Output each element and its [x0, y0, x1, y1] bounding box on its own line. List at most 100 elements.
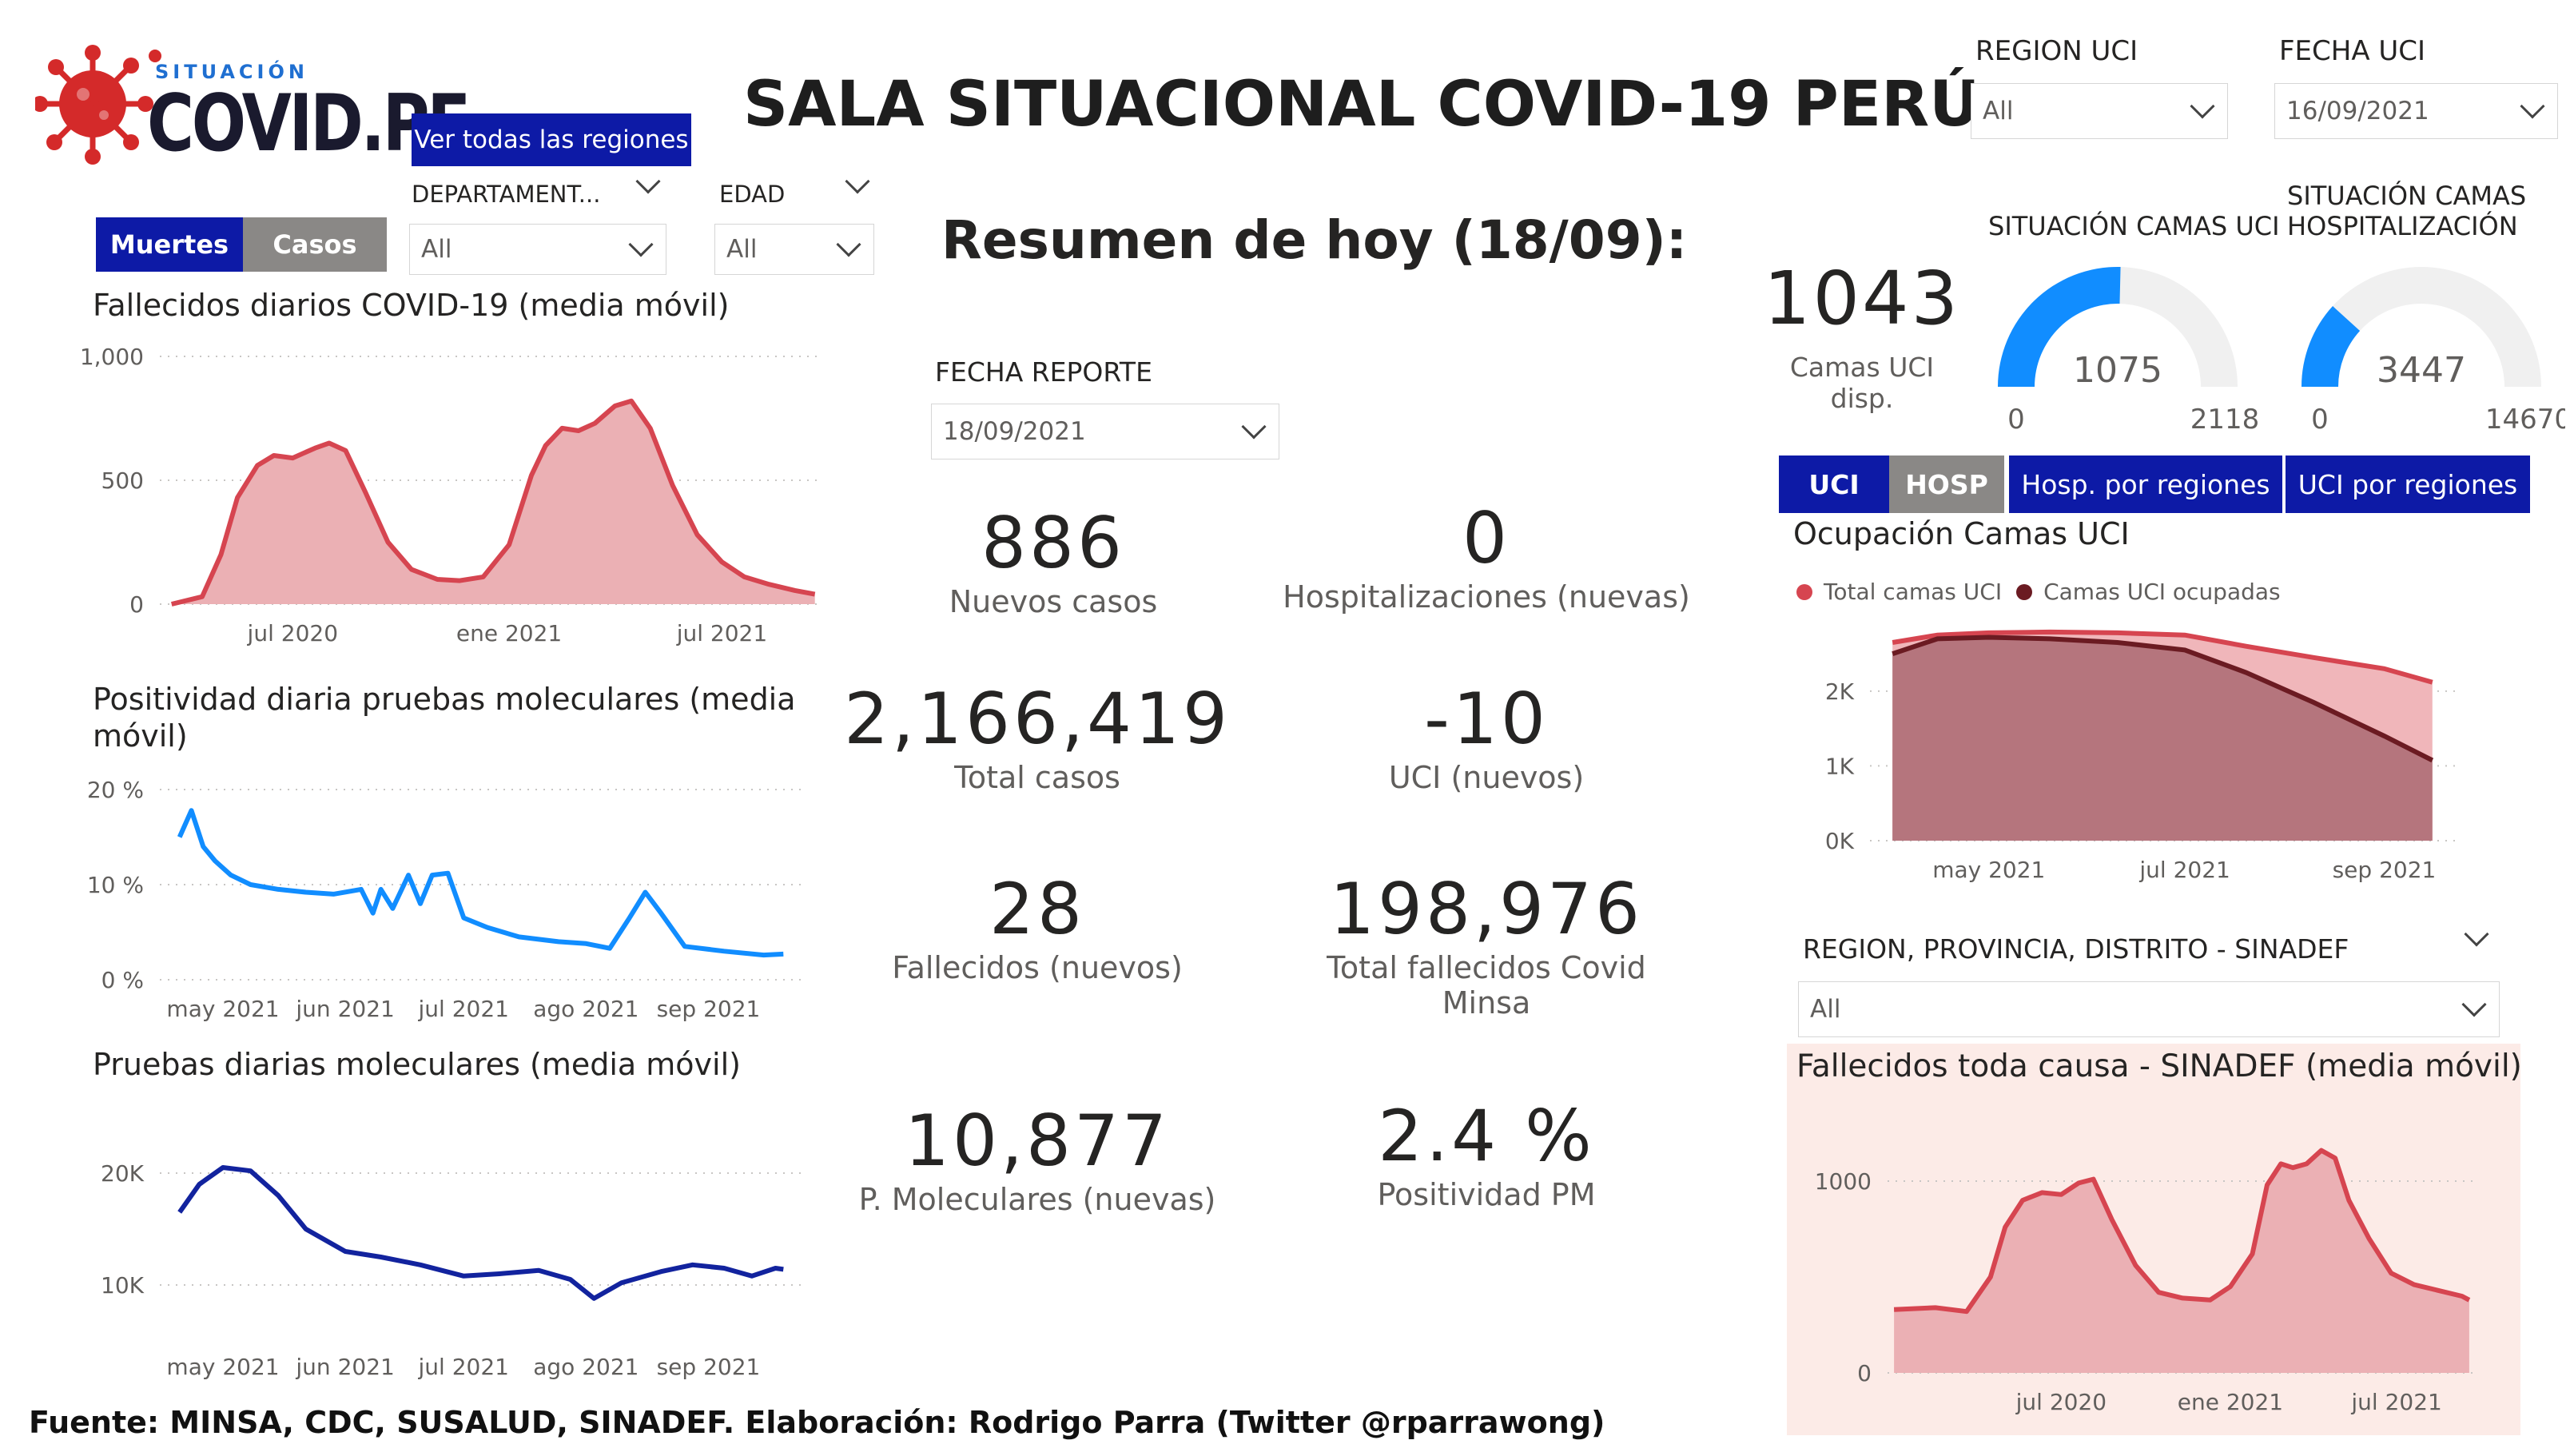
fecha-uci-value: 16/09/2021 — [2286, 97, 2429, 125]
legend-label-total: Total camas UCI — [1824, 579, 2003, 605]
kpi-value: 2.4 % — [1378, 1095, 1595, 1177]
kpi-value: -10 — [1424, 678, 1549, 760]
gauge-fill — [2301, 306, 2361, 387]
gauge-max-label: 14670 — [2485, 404, 2565, 436]
line-series — [177, 1165, 784, 1301]
region-uci-label: REGION UCI — [1975, 35, 2138, 67]
positivity-chart-title: Positividad diaria pruebas moleculares (… — [93, 682, 796, 754]
kpi-positividad: 2.4 % Positividad PM — [1279, 1095, 1694, 1212]
edad-label: EDAD — [719, 181, 786, 208]
virus-icon — [32, 45, 161, 165]
x-tick-label: jul 2021 — [2350, 1389, 2441, 1415]
tab-uci[interactable]: UCI — [1779, 455, 1889, 513]
uci-available-label: Camas UCI disp. — [1789, 352, 1935, 414]
kpi-hospitalizaciones: 0 Hospitalizaciones (nuevas) — [1279, 497, 1694, 615]
edad-header-chevron[interactable] — [845, 169, 870, 194]
area-series — [1892, 637, 2433, 841]
line-series — [1893, 1148, 2471, 1315]
uci-available-value: 1043 — [1763, 256, 1961, 341]
kpi-uci-nuevos: -10 UCI (nuevos) — [1279, 678, 1694, 795]
y-tick-label: 0 — [129, 591, 144, 618]
kpi-label: Total fallecidos Covid Minsa — [1327, 950, 1646, 1020]
sinadef-header-chevron[interactable] — [2464, 921, 2489, 947]
tests-chart-title: Pruebas diarias moleculares (media móvil… — [93, 1047, 741, 1082]
line-series — [170, 398, 816, 607]
uci-beds-gauge: 1075 0 2118 — [1998, 267, 2260, 436]
kpi-value: 886 — [981, 502, 1125, 584]
logo-small-text: SITUACIÓN — [155, 61, 308, 83]
deaths-chart-title: Fallecidos diarios COVID-19 (media móvil… — [93, 288, 730, 323]
sinadef-dropdown[interactable]: All — [1798, 981, 2500, 1037]
x-tick-label: ago 2021 — [533, 1354, 639, 1380]
kpi-label: Hospitalizaciones (nuevas) — [1283, 579, 1690, 615]
gauge-track — [2301, 267, 2541, 387]
gauge2-title: SITUACIÓN CAMAS HOSPITALIZACIÓN — [2287, 181, 2527, 241]
gauge-fill — [1998, 267, 2121, 387]
footer-source: Fuente: MINSA, CDC, SUSALUD, SINADEF. El… — [29, 1405, 1605, 1440]
gauge-min-label: 0 — [2007, 404, 2025, 436]
edad-dropdown[interactable]: All — [714, 224, 874, 275]
toggle-muertes[interactable]: Muertes — [96, 217, 243, 272]
y-tick-label: 10K — [101, 1272, 145, 1299]
tab-uci-regiones[interactable]: UCI por regiones — [2286, 455, 2530, 513]
kpi-pruebas-moleculares: 10,877 P. Moleculares (nuevas) — [829, 1100, 1245, 1217]
kpi-label: P. Moleculares (nuevas) — [858, 1182, 1216, 1217]
area-series — [1894, 1150, 2469, 1373]
departamento-value: All — [421, 235, 452, 264]
y-tick-label: 0 — [1857, 1360, 1872, 1386]
sinadef-chart: 1000 0 jul 2020 ene 2021 jul 2021 — [1815, 1148, 2476, 1415]
gauge1-title: SITUACIÓN CAMAS UCI — [1988, 211, 2280, 241]
y-tick-label: 20K — [101, 1160, 145, 1187]
uci-legend: Total camas UCI Camas UCI ocupadas — [1796, 579, 2281, 605]
fecha-reporte-dropdown[interactable]: 18/09/2021 — [931, 404, 1279, 459]
kpi-value: 198,976 — [1330, 868, 1643, 950]
chevron-down-icon — [1241, 414, 1267, 440]
x-tick-label: may 2021 — [166, 1354, 279, 1380]
x-tick-label: jul 2020 — [247, 620, 338, 646]
x-tick-label: jun 2021 — [295, 1354, 394, 1380]
y-tick-label: 0 % — [101, 967, 144, 993]
line-series — [1892, 635, 2434, 763]
x-tick-label: ago 2021 — [533, 996, 639, 1022]
fecha-reporte-value: 18/09/2021 — [943, 417, 1086, 446]
y-tick-label: 1K — [1825, 753, 1855, 779]
region-uci-dropdown[interactable]: All — [1971, 83, 2228, 139]
y-tick-label: 0K — [1825, 828, 1855, 854]
y-tick-label: 500 — [101, 467, 144, 494]
line-series — [1892, 629, 2433, 685]
kpi-label: UCI (nuevos) — [1388, 760, 1585, 795]
toggle-casos[interactable]: Casos — [243, 217, 387, 272]
positivity-chart: 20 % 10 % 0 % may 2021 jun 2021 jul 2021 ago 2… — [87, 777, 803, 1022]
fecha-uci-dropdown[interactable]: 16/09/2021 — [2274, 83, 2558, 139]
hosp-beds-gauge: 3447 0 14670 — [2301, 267, 2565, 436]
x-tick-label: jul 2021 — [2138, 857, 2230, 883]
departamento-label: DEPARTAMENT... — [412, 181, 601, 208]
chevron-down-icon — [2520, 93, 2545, 119]
kpi-total-fallecidos: 198,976 Total fallecidos Covid Minsa — [1279, 868, 1694, 1020]
kpi-nuevos-casos: 886 Nuevos casos — [845, 502, 1261, 619]
kpi-label: Fallecidos (nuevos) — [892, 950, 1183, 985]
x-tick-label: sep 2021 — [657, 1354, 761, 1380]
legend-dot-total — [1796, 583, 1812, 600]
departamento-header-chevron[interactable] — [635, 169, 661, 194]
chevron-down-icon — [836, 232, 861, 257]
chevron-down-icon — [2461, 992, 2487, 1017]
covid-logo: SITUACIÓN COVID.PE — [32, 38, 471, 169]
x-tick-label: jul 2021 — [676, 620, 767, 646]
y-tick-label: 1,000 — [80, 344, 144, 370]
y-tick-label: 10 % — [87, 872, 144, 898]
region-uci-value: All — [1983, 97, 2014, 125]
tab-hosp-regiones[interactable]: Hosp. por regiones — [2009, 455, 2282, 513]
gauge-max-label: 2118 — [2190, 404, 2260, 436]
uci-chart-title: Ocupación Camas UCI — [1793, 516, 2130, 551]
departamento-dropdown[interactable]: All — [409, 224, 666, 275]
fecha-reporte-label: FECHA REPORTE — [935, 356, 1152, 388]
x-tick-label: jul 2021 — [418, 996, 509, 1022]
x-tick-label: may 2021 — [166, 996, 279, 1022]
all-regions-button[interactable]: Ver todas las regiones — [412, 113, 691, 166]
kpi-label: Positividad PM — [1377, 1177, 1596, 1212]
tab-hosp[interactable]: HOSP — [1889, 455, 2004, 513]
x-tick-label: sep 2021 — [2333, 857, 2437, 883]
legend-label-occupied: Camas UCI ocupadas — [2043, 579, 2281, 605]
gauge-value: 1075 — [2073, 350, 2162, 391]
